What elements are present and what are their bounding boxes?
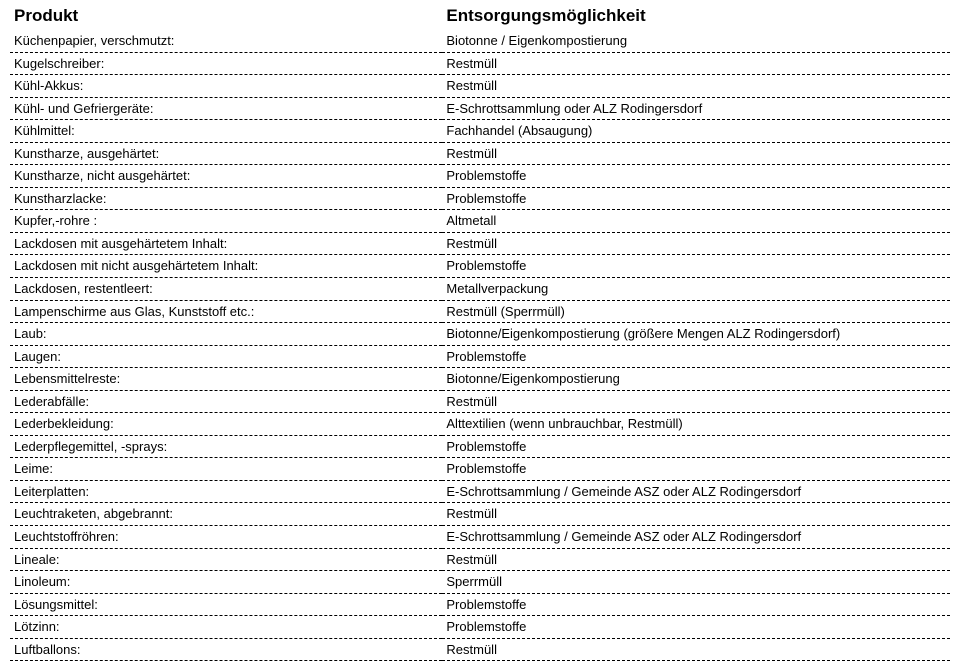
cell-disposal: Biotonne/Eigenkompostierung <box>442 368 950 391</box>
cell-disposal: Problemstoffe <box>442 187 950 210</box>
table-row: Kühlmittel:Fachhandel (Absaugung) <box>10 120 950 143</box>
cell-disposal: Problemstoffe <box>442 345 950 368</box>
cell-product: Küchenpapier, verschmutzt: <box>10 30 442 52</box>
cell-disposal: Problemstoffe <box>442 593 950 616</box>
table-row: Lackdosen, restentleert:Metallverpackung <box>10 278 950 301</box>
cell-disposal: Problemstoffe <box>442 458 950 481</box>
table-row: Lederpflegemittel, -sprays:Problemstoffe <box>10 435 950 458</box>
cell-disposal: E-Schrottsammlung / Gemeinde ASZ oder AL… <box>442 480 950 503</box>
table-row: Lederabfälle:Restmüll <box>10 390 950 413</box>
cell-product: Kunstharze, ausgehärtet: <box>10 142 442 165</box>
cell-product: Lackdosen, restentleert: <box>10 278 442 301</box>
cell-disposal: Metallverpackung <box>442 278 950 301</box>
table-row: Leuchtstoffröhren:E-Schrottsammlung / Ge… <box>10 526 950 549</box>
table-row: Laub:Biotonne/Eigenkompostierung (größer… <box>10 323 950 346</box>
table-row: Leuchtraketen, abgebrannt:Restmüll <box>10 503 950 526</box>
table-row: Kühl- und Gefriergeräte:E-Schrottsammlun… <box>10 97 950 120</box>
cell-product: Lederpflegemittel, -sprays: <box>10 435 442 458</box>
cell-product: Leuchtraketen, abgebrannt: <box>10 503 442 526</box>
cell-disposal: Restmüll <box>442 75 950 98</box>
table-row: Lampenschirme aus Glas, Kunststoff etc.:… <box>10 300 950 323</box>
table-row: Linoleum:Sperrmüll <box>10 571 950 594</box>
cell-disposal: Problemstoffe <box>442 255 950 278</box>
cell-disposal: Alttextilien (wenn unbrauchbar, Restmüll… <box>442 413 950 436</box>
table-row: Luftballons:Restmüll <box>10 638 950 661</box>
cell-product: Kunstharze, nicht ausgehärtet: <box>10 165 442 188</box>
cell-product: Lötzinn: <box>10 616 442 639</box>
cell-product: Lackdosen mit nicht ausgehärtetem Inhalt… <box>10 255 442 278</box>
cell-product: Lineale: <box>10 548 442 571</box>
cell-product: Leuchtstoffröhren: <box>10 526 442 549</box>
cell-product: Laub: <box>10 323 442 346</box>
table-row: Kunstharze, nicht ausgehärtet:Problemsto… <box>10 165 950 188</box>
cell-disposal: Restmüll <box>442 638 950 661</box>
table-row: Laugen:Problemstoffe <box>10 345 950 368</box>
table-row: Lackdosen mit ausgehärtetem Inhalt:Restm… <box>10 232 950 255</box>
cell-product: Lederabfälle: <box>10 390 442 413</box>
table-row: Küchenpapier, verschmutzt:Biotonne / Eig… <box>10 30 950 52</box>
cell-product: Lackdosen mit ausgehärtetem Inhalt: <box>10 232 442 255</box>
cell-disposal: Fachhandel (Absaugung) <box>442 120 950 143</box>
table-row: Lineale:Restmüll <box>10 548 950 571</box>
cell-product: Kunstharzlacke: <box>10 187 442 210</box>
cell-disposal: E-Schrottsammlung oder ALZ Rodingersdorf <box>442 97 950 120</box>
cell-product: Kugelschreiber: <box>10 52 442 75</box>
header-product: Produkt <box>10 4 442 30</box>
table-row: Leime:Problemstoffe <box>10 458 950 481</box>
table-row: Lebensmittelreste:Biotonne/Eigenkomposti… <box>10 368 950 391</box>
cell-disposal: Sperrmüll <box>442 571 950 594</box>
cell-product: Luftballons: <box>10 638 442 661</box>
cell-disposal: Restmüll <box>442 390 950 413</box>
cell-product: Lederbekleidung: <box>10 413 442 436</box>
cell-product: Kühlmittel: <box>10 120 442 143</box>
disposal-table: Produkt Entsorgungsmöglichkeit Küchenpap… <box>10 4 950 661</box>
table-row: Lösungsmittel:Problemstoffe <box>10 593 950 616</box>
cell-disposal: Problemstoffe <box>442 616 950 639</box>
cell-disposal: Restmüll <box>442 503 950 526</box>
cell-disposal: Problemstoffe <box>442 165 950 188</box>
table-row: Leiterplatten:E-Schrottsammlung / Gemein… <box>10 480 950 503</box>
cell-product: Laugen: <box>10 345 442 368</box>
cell-product: Leime: <box>10 458 442 481</box>
cell-disposal: Biotonne/Eigenkompostierung (größere Men… <box>442 323 950 346</box>
cell-product: Lebensmittelreste: <box>10 368 442 391</box>
table-row: Kunstharze, ausgehärtet:Restmüll <box>10 142 950 165</box>
table-row: Kühl-Akkus:Restmüll <box>10 75 950 98</box>
cell-product: Lampenschirme aus Glas, Kunststoff etc.: <box>10 300 442 323</box>
table-row: Lackdosen mit nicht ausgehärtetem Inhalt… <box>10 255 950 278</box>
cell-disposal: Altmetall <box>442 210 950 233</box>
cell-product: Kühl- und Gefriergeräte: <box>10 97 442 120</box>
cell-disposal: E-Schrottsammlung / Gemeinde ASZ oder AL… <box>442 526 950 549</box>
cell-disposal: Restmüll <box>442 548 950 571</box>
cell-product: Kupfer,-rohre : <box>10 210 442 233</box>
cell-disposal: Biotonne / Eigenkompostierung <box>442 30 950 52</box>
table-row: Lederbekleidung:Alttextilien (wenn unbra… <box>10 413 950 436</box>
header-disposal: Entsorgungsmöglichkeit <box>442 4 950 30</box>
table-row: Lötzinn:Problemstoffe <box>10 616 950 639</box>
cell-disposal: Restmüll <box>442 142 950 165</box>
cell-disposal: Restmüll <box>442 232 950 255</box>
cell-product: Linoleum: <box>10 571 442 594</box>
cell-disposal: Problemstoffe <box>442 435 950 458</box>
table-row: Kugelschreiber:Restmüll <box>10 52 950 75</box>
table-row: Kunstharzlacke:Problemstoffe <box>10 187 950 210</box>
cell-disposal: Restmüll (Sperrmüll) <box>442 300 950 323</box>
cell-product: Leiterplatten: <box>10 480 442 503</box>
table-body: Küchenpapier, verschmutzt:Biotonne / Eig… <box>10 30 950 661</box>
cell-product: Lösungsmittel: <box>10 593 442 616</box>
cell-product: Kühl-Akkus: <box>10 75 442 98</box>
cell-disposal: Restmüll <box>442 52 950 75</box>
table-header-row: Produkt Entsorgungsmöglichkeit <box>10 4 950 30</box>
table-row: Kupfer,-rohre :Altmetall <box>10 210 950 233</box>
